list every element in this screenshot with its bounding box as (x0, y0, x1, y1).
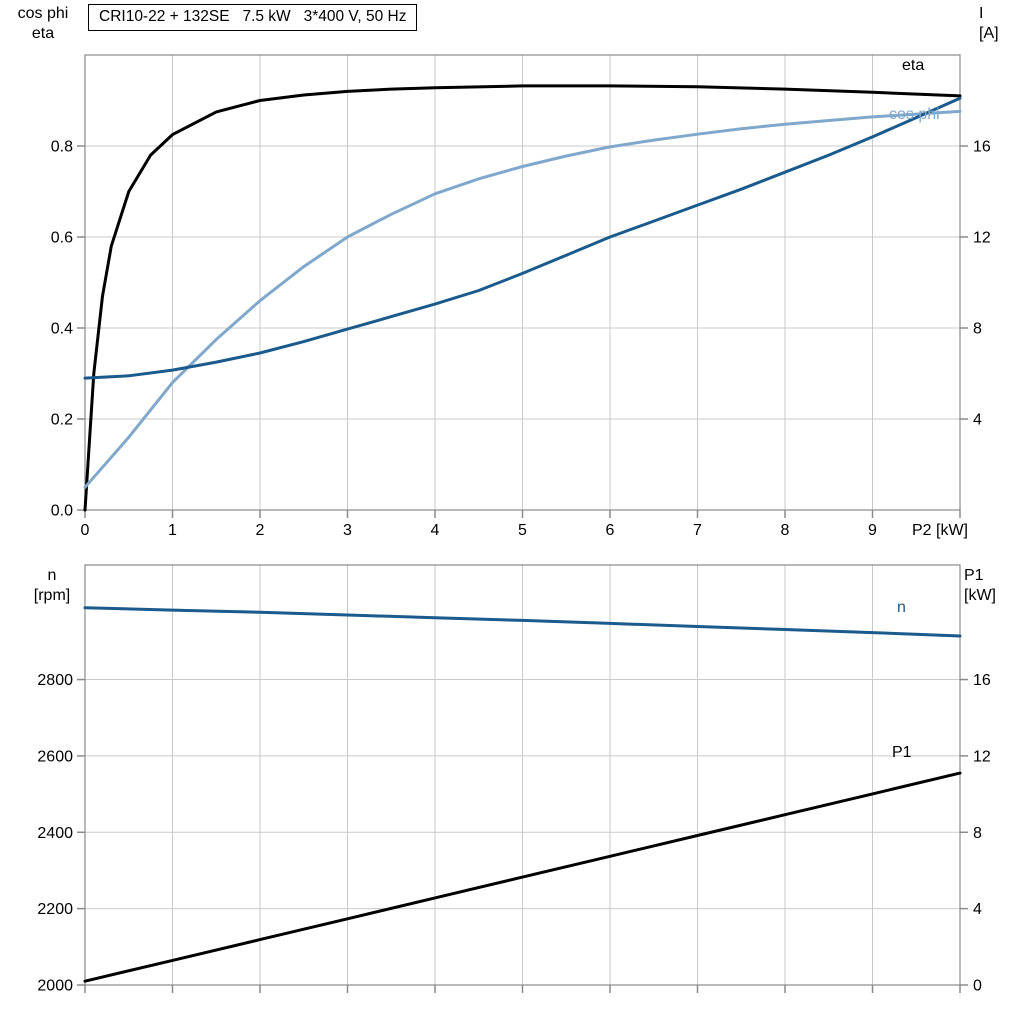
axis-label-eta: eta (31, 25, 55, 42)
right-axis-tick-label: 16 (973, 139, 991, 156)
axis-label-speed: n (47, 567, 57, 584)
curve-label-eta: eta (902, 57, 925, 74)
curve-cos-phi (83, 109, 962, 489)
left-axis-tick-label: 2400 (37, 825, 73, 842)
right-axis-tick-label: 8 (973, 321, 982, 338)
top-right-axis-title: I [A] (979, 4, 1021, 44)
x-axis-tick-label: 6 (606, 522, 615, 539)
x-axis-tick-label: 5 (518, 522, 527, 539)
curve-label-p1: P1 (892, 744, 912, 761)
left-axis-tick-label: 0.2 (51, 412, 73, 429)
right-axis-tick-label: 8 (973, 825, 982, 842)
axis-label-speed-unit: [rpm] (33, 587, 71, 604)
left-axis-tick-label: 2600 (37, 748, 73, 765)
x-axis-tick-label: 7 (693, 522, 702, 539)
x-axis-tick-label: 1 (168, 522, 177, 539)
left-axis-tick-label: 2200 (37, 901, 73, 918)
right-axis-tick-label: 12 (973, 230, 991, 247)
bottom-left-axis-title: n [rpm] (20, 566, 84, 606)
axis-label-current: I (979, 5, 984, 22)
right-axis-tick-label: 4 (973, 901, 982, 918)
x-axis-tick-label: 8 (781, 522, 790, 539)
curve-eta (83, 84, 962, 512)
x-axis-tick-label: 9 (868, 522, 877, 539)
axis-label-cos-phi: cos phi (17, 5, 69, 22)
left-axis-tick-label: 2000 (37, 978, 73, 995)
top-left-axis-title: cos phi eta (4, 4, 82, 44)
left-axis-tick-label: 0.6 (51, 230, 73, 247)
curve-label-cos-phi: cos phi (889, 106, 940, 123)
right-axis-tick-label: 16 (973, 672, 991, 689)
x-axis-tick-label: 2 (256, 522, 265, 539)
axis-label-p1-unit: [kW] (964, 587, 996, 604)
x-axis-tick-label: 4 (431, 522, 440, 539)
curve-n (83, 606, 962, 638)
axis-label-p1: P1 (964, 567, 984, 584)
left-axis-tick-label: 0.8 (51, 139, 73, 156)
curve-label-n: n (897, 599, 906, 616)
chart-title-box: CRI10-22 + 132SE 7.5 kW 3*400 V, 50 Hz (88, 4, 418, 31)
left-axis-tick-label: 0.0 (51, 503, 73, 520)
bottom-right-axis-title: P1 [kW] (964, 566, 1018, 606)
right-axis-tick-label: 12 (973, 748, 991, 765)
x-axis-title: P2 [kW] (912, 522, 968, 539)
right-axis-tick-label: 0 (973, 978, 982, 995)
x-axis-tick-label: 0 (81, 522, 90, 539)
left-axis-tick-label: 0.4 (51, 321, 73, 338)
axis-label-current-unit: [A] (979, 25, 999, 42)
right-axis-tick-label: 4 (973, 412, 982, 429)
x-axis-tick-label: 3 (343, 522, 352, 539)
curve-p1 (83, 771, 962, 983)
curve-i (83, 96, 962, 380)
left-axis-tick-label: 2800 (37, 672, 73, 689)
